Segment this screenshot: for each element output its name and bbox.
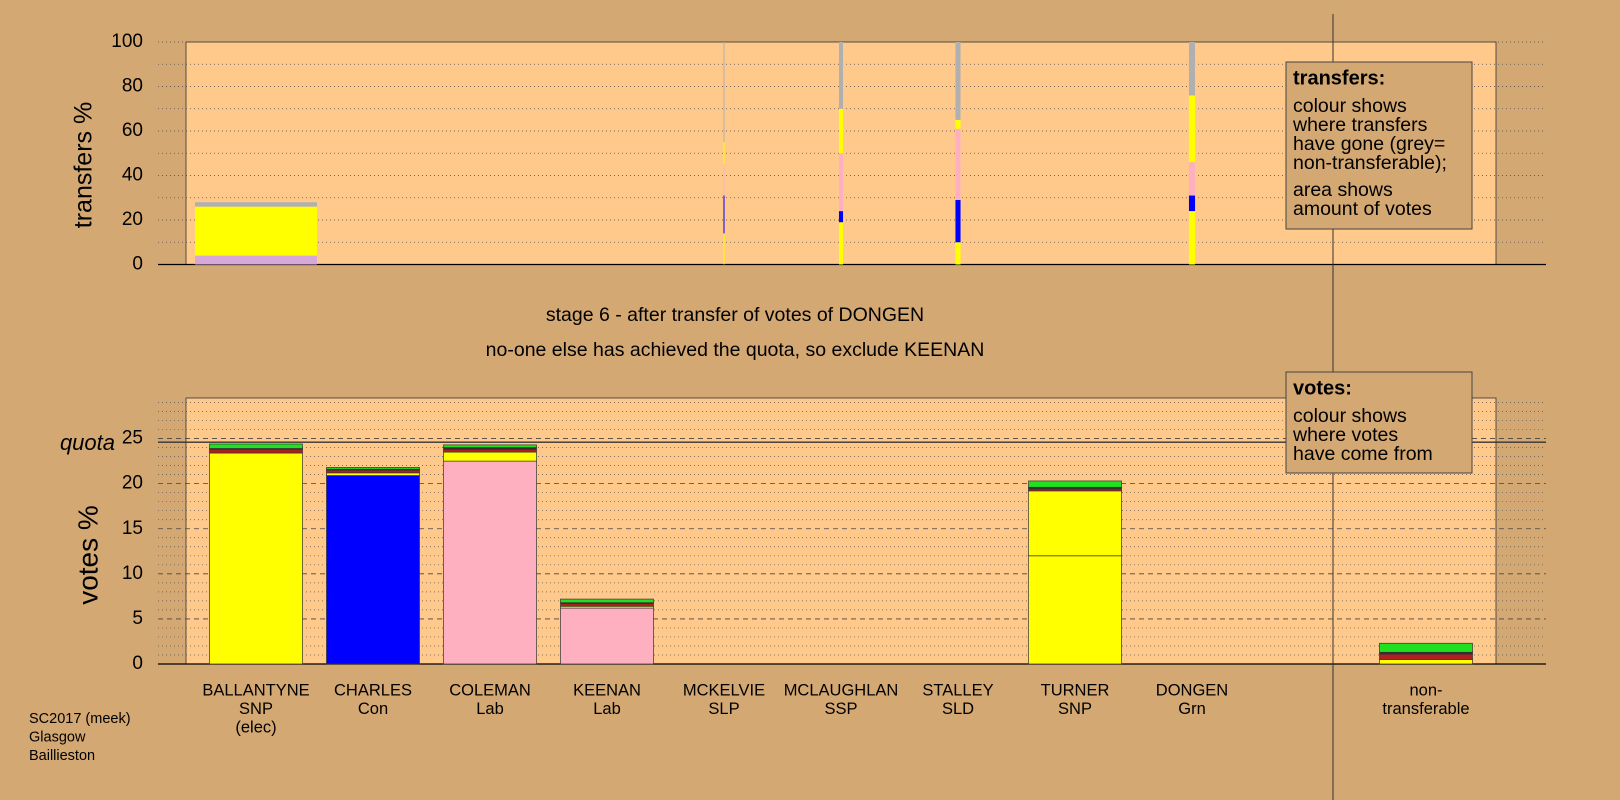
- x-tick-label: KEENAN: [573, 681, 641, 699]
- legend-line: have gone (grey=: [1293, 133, 1445, 155]
- x-tick-label: COLEMAN: [449, 681, 531, 699]
- bar-segment: [326, 472, 420, 476]
- y-tick-label: 0: [132, 254, 143, 275]
- stage-title: stage 6 - after transfer of votes of DON…: [546, 304, 924, 326]
- x-tick-label: Lab: [593, 700, 621, 718]
- legend-line: colour shows: [1293, 95, 1407, 117]
- bar-segment: [955, 242, 961, 265]
- bar-segment: [838, 211, 844, 223]
- x-tick-label: transferable: [1382, 700, 1469, 718]
- y-tick-label: 0: [132, 653, 143, 674]
- legend-box: [1285, 371, 1473, 474]
- bar-segment: [1188, 42, 1196, 96]
- bar-segment: [209, 443, 303, 449]
- bar-segment: [1028, 490, 1122, 557]
- x-tick-label: non-: [1409, 681, 1442, 699]
- bar-segment: [1379, 642, 1473, 653]
- footer-text: Glasgow: [29, 729, 86, 745]
- x-tick-label: SLD: [942, 700, 974, 718]
- x-tick-label: STALLEY: [922, 681, 993, 699]
- y-tick-label: 80: [122, 76, 143, 97]
- bar-segment: [1028, 480, 1122, 488]
- bar-segment: [1379, 653, 1473, 660]
- legend-line: area shows: [1293, 179, 1393, 201]
- bar-segment: [443, 460, 537, 665]
- legend-title: votes:: [1293, 377, 1352, 399]
- y-tick-label: 5: [132, 608, 143, 629]
- bar-segment: [195, 255, 317, 265]
- bar-segment: [1188, 195, 1196, 212]
- legend-title: transfers:: [1293, 67, 1385, 89]
- footer-text: Baillieston: [29, 748, 95, 764]
- bar-segment: [1379, 659, 1473, 665]
- bar-segment: [326, 475, 420, 665]
- y-tick-label: 60: [122, 120, 143, 141]
- x-tick-label: Lab: [476, 700, 504, 718]
- bar-segment: [560, 598, 654, 604]
- bar-segment: [1188, 211, 1196, 265]
- x-tick-label: Con: [358, 700, 388, 718]
- legend-line: where transfers: [1292, 114, 1428, 136]
- bar-segment: [443, 449, 537, 453]
- bar-segment: [838, 222, 844, 265]
- x-tick-label: Grn: [1178, 700, 1206, 718]
- x-tick-label: BALLANTYNE: [202, 681, 309, 699]
- bar-segment: [560, 607, 654, 665]
- bar-segment: [955, 42, 961, 120]
- bar-segment: [955, 199, 961, 243]
- bar-segment: [326, 469, 420, 474]
- stage-title: no-one else has achieved the quota, so e…: [486, 339, 985, 361]
- x-tick-label: SNP: [1058, 700, 1092, 718]
- bar-segment: [326, 467, 420, 470]
- y-tick-label: 40: [122, 165, 143, 186]
- x-tick-label: TURNER: [1041, 681, 1110, 699]
- y-tick-label: 20: [122, 209, 143, 230]
- bar-segment: [443, 451, 537, 462]
- bar-segment: [838, 108, 844, 154]
- bar-segment: [1188, 162, 1196, 196]
- x-tick-label: DONGEN: [1156, 681, 1228, 699]
- x-tick-label: CHARLES: [334, 681, 412, 699]
- bar-segment: [723, 42, 725, 143]
- y-axis-title: votes %: [72, 505, 103, 605]
- bar-segment: [723, 142, 725, 165]
- bar-segment: [560, 603, 654, 607]
- bar-segment: [209, 449, 303, 454]
- legend-line: have come from: [1293, 443, 1433, 465]
- bar-segment: [209, 452, 303, 665]
- bar-segment: [195, 206, 317, 256]
- bar-segment: [443, 444, 537, 448]
- bar-segment: [955, 128, 961, 200]
- x-tick-label: SSP: [824, 700, 857, 718]
- legend-line: non-transferable);: [1293, 152, 1447, 174]
- x-tick-label: (elec): [235, 719, 276, 737]
- footer-text: SC2017 (meek): [29, 711, 131, 727]
- bar-segment: [1028, 555, 1122, 665]
- bar-segment: [838, 42, 844, 109]
- legend-line: amount of votes: [1293, 198, 1432, 220]
- quota-label: quota: [60, 430, 115, 455]
- y-tick-label: 100: [111, 31, 143, 52]
- bar-segment: [1188, 95, 1196, 163]
- bar-segment: [723, 195, 725, 234]
- x-tick-label: SNP: [239, 700, 273, 718]
- x-tick-label: MCLAUGHLAN: [784, 681, 899, 699]
- y-tick-label: 25: [122, 428, 143, 449]
- bar-segment: [723, 233, 725, 265]
- bar-segment: [195, 202, 317, 207]
- y-tick-label: 15: [122, 518, 143, 539]
- y-axis-title: transfers %: [70, 102, 98, 228]
- bar-segment: [955, 119, 961, 129]
- x-tick-label: MCKELVIE: [683, 681, 765, 699]
- y-tick-label: 20: [122, 473, 143, 494]
- bar-segment: [838, 153, 844, 212]
- legend-box: [1285, 61, 1473, 230]
- bar-segment: [723, 164, 725, 196]
- legend-line: where votes: [1292, 424, 1398, 446]
- legend-line: colour shows: [1293, 405, 1407, 427]
- x-tick-label: SLP: [708, 700, 739, 718]
- y-tick-label: 10: [122, 563, 143, 584]
